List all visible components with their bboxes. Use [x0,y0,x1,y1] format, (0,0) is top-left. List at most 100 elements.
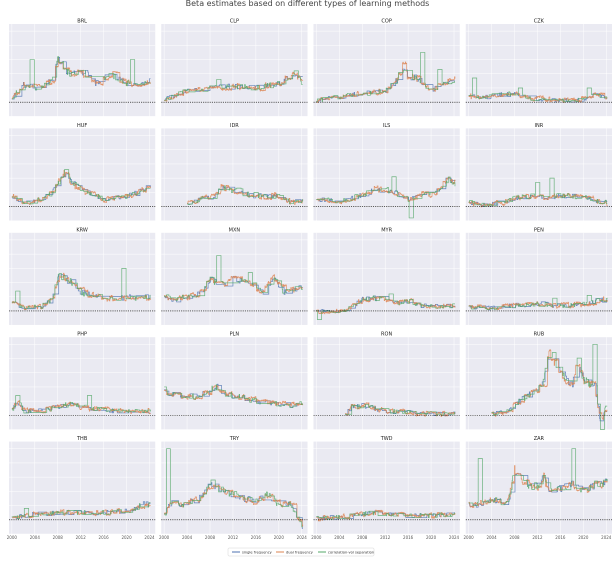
panel-title: COP [381,19,391,25]
series-group [468,448,608,508]
panel-background [9,232,156,326]
panel-huf: HUF [9,123,156,222]
series-correlation-vol-separation [11,502,151,520]
series-group [11,395,151,415]
panel-background [161,24,308,117]
legend-label: correlation-vol separation [328,550,374,554]
panel-title: HUF [77,123,87,129]
panel-title: PEN [534,227,544,233]
panel-background [465,232,612,326]
panel-background [465,24,612,117]
panel-background [313,441,460,534]
series-group [468,177,608,208]
x-tick-label: 2016 [555,535,566,540]
x-tick-label: 2020 [426,535,437,540]
series-group [11,267,151,311]
panel-title: CLP [230,19,239,25]
series-dual-frequency [345,402,456,417]
series-correlation-vol-separation [316,293,455,320]
x-tick-label: 2012 [380,535,391,540]
series-group [164,383,304,409]
panel-background [9,337,156,430]
panel-background [161,232,308,326]
panel-background [313,24,460,117]
panel-background [161,441,308,534]
panel-brl: BRL [9,19,156,117]
panel-background [313,232,460,326]
series-dual-frequency [11,400,151,415]
panel-php: PHP [9,332,156,430]
series-correlation-vol-separation [187,185,304,205]
panel-title: IDR [230,123,239,129]
series-correlation-vol-separation [468,77,608,103]
legend-item-correlation-vol-separation: correlation-vol separation [318,550,374,554]
series-group [468,77,608,104]
x-tick-label: 2024 [297,535,308,540]
panel-czk: CZK [465,19,612,117]
panel-title: BRL [77,19,87,25]
x-tick-label: 2012 [228,535,239,540]
series-correlation-vol-separation [164,448,303,528]
series-correlation-vol-separation [468,177,608,207]
x-tick-label: 2020 [121,535,132,540]
x-tick-label: 2004 [334,535,345,540]
panel-rub: RUB [465,332,612,430]
series-correlation-vol-separation [316,176,456,219]
panel-twd: TWD 2000 2004 2008 2012 2016 2020 2024 [311,436,460,540]
series-group [316,293,456,320]
x-tick-label: 2008 [357,535,368,540]
x-tick-label: 2024 [449,535,460,540]
panel-grid: BRL CLP COP CZK HUF IDR ILS INR KRW MXN MYR PEN PHP P… [7,19,612,540]
series-correlation-vol-separation [11,56,151,100]
panel-myr: MYR [313,227,460,326]
panel-background [9,24,156,117]
x-tick-label: 2000 [311,535,322,540]
series-dual-frequency [11,503,151,519]
x-tick-label: 2016 [99,535,110,540]
series-dual-frequency [164,71,304,102]
panel-background [161,128,308,221]
panel-title: ZAR [534,436,545,442]
panel-mxn: MXN [161,227,308,326]
panel-zar: ZAR 2000 2004 2008 2012 2016 2020 2024 [464,436,612,540]
series-correlation-vol-separation [11,395,151,414]
panel-title: KRW [76,227,88,233]
panel-title: INR [535,123,544,129]
legend-label: single frequency [242,550,273,554]
series-group [468,295,608,311]
panel-title: MYR [381,227,392,233]
x-tick-label: 2000 [7,535,18,540]
x-tick-label: 2024 [601,535,612,540]
x-tick-label: 2000 [159,535,170,540]
series-group [11,501,151,520]
legend-item-single-frequency: single frequency [232,550,273,554]
panel-background [313,128,460,221]
panel-krw: KRW [9,227,156,326]
x-tick-label: 2016 [403,535,414,540]
series-group [187,184,304,205]
x-tick-label: 2024 [144,535,155,540]
panel-background [9,128,156,221]
panel-title: RON [381,332,392,338]
series-dual-frequency [164,385,304,407]
panel-background [465,128,612,221]
panel-title: ILS [383,123,390,129]
panel-background [9,441,156,534]
panel-title: CZK [534,19,545,25]
series-single-frequency [187,185,303,205]
legend: single frequency dual frequency correlatio… [227,547,375,557]
series-dual-frequency [11,169,151,206]
series-dual-frequency [164,274,304,301]
series-group [316,52,456,103]
panel-background [465,337,612,430]
x-tick-label: 2008 [205,535,216,540]
series-dual-frequency [468,91,608,104]
x-tick-label: 2012 [76,535,87,540]
x-tick-label: 2004 [182,535,193,540]
panel-title: TRY [229,436,240,442]
panel-try: TRY 2000 2004 2008 2012 2016 2020 2024 [159,436,308,540]
panel-title: PLN [230,332,240,338]
series-correlation-vol-separation [468,295,608,311]
